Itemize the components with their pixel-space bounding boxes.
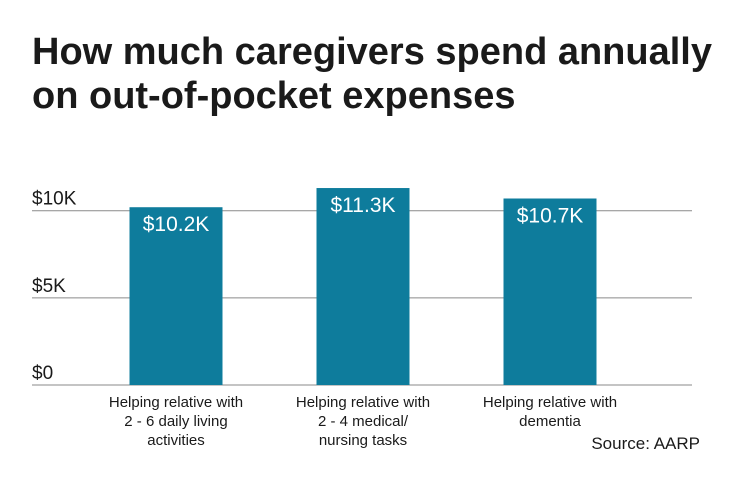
x-category-label: Helping relative with 2 - 4 medical/nursi… bbox=[296, 394, 430, 449]
bar bbox=[503, 198, 597, 385]
bar-value-label: $10.2K bbox=[143, 213, 210, 236]
bar-value-labels: $10.2K $11.3K $10.7K bbox=[143, 194, 584, 236]
x-category-line: 2 - 6 daily living bbox=[124, 413, 227, 430]
y-axis-ticks: $0 $5K $10K bbox=[32, 189, 77, 384]
x-category-label: Helping relative with 2 - 6 daily living a… bbox=[109, 394, 243, 449]
bars bbox=[129, 188, 597, 385]
bar bbox=[316, 188, 410, 385]
x-category-line: 2 - 4 medical/ bbox=[318, 413, 409, 430]
bar bbox=[129, 207, 223, 385]
x-category-line: activities bbox=[147, 432, 205, 449]
x-category-line: nursing tasks bbox=[319, 432, 407, 449]
chart-title: How much caregivers spend annually on ou… bbox=[32, 31, 712, 117]
x-category-line: Helping relative with bbox=[296, 394, 430, 411]
x-category-line: Helping relative with bbox=[109, 394, 243, 411]
y-tick-label: $10K bbox=[32, 189, 77, 210]
source-note: Source: AARP bbox=[591, 434, 700, 453]
bar-value-label: $11.3K bbox=[331, 194, 396, 217]
y-tick-label: $5K bbox=[32, 276, 66, 297]
x-axis-categories: Helping relative with 2 - 6 daily living a… bbox=[109, 394, 617, 449]
y-tick-label: $0 bbox=[32, 363, 53, 384]
x-category-line: Helping relative with bbox=[483, 394, 617, 411]
x-category-line: dementia bbox=[519, 413, 581, 430]
x-category-label: Helping relative with dementia bbox=[483, 394, 617, 430]
bar-value-label: $10.7K bbox=[517, 204, 584, 227]
